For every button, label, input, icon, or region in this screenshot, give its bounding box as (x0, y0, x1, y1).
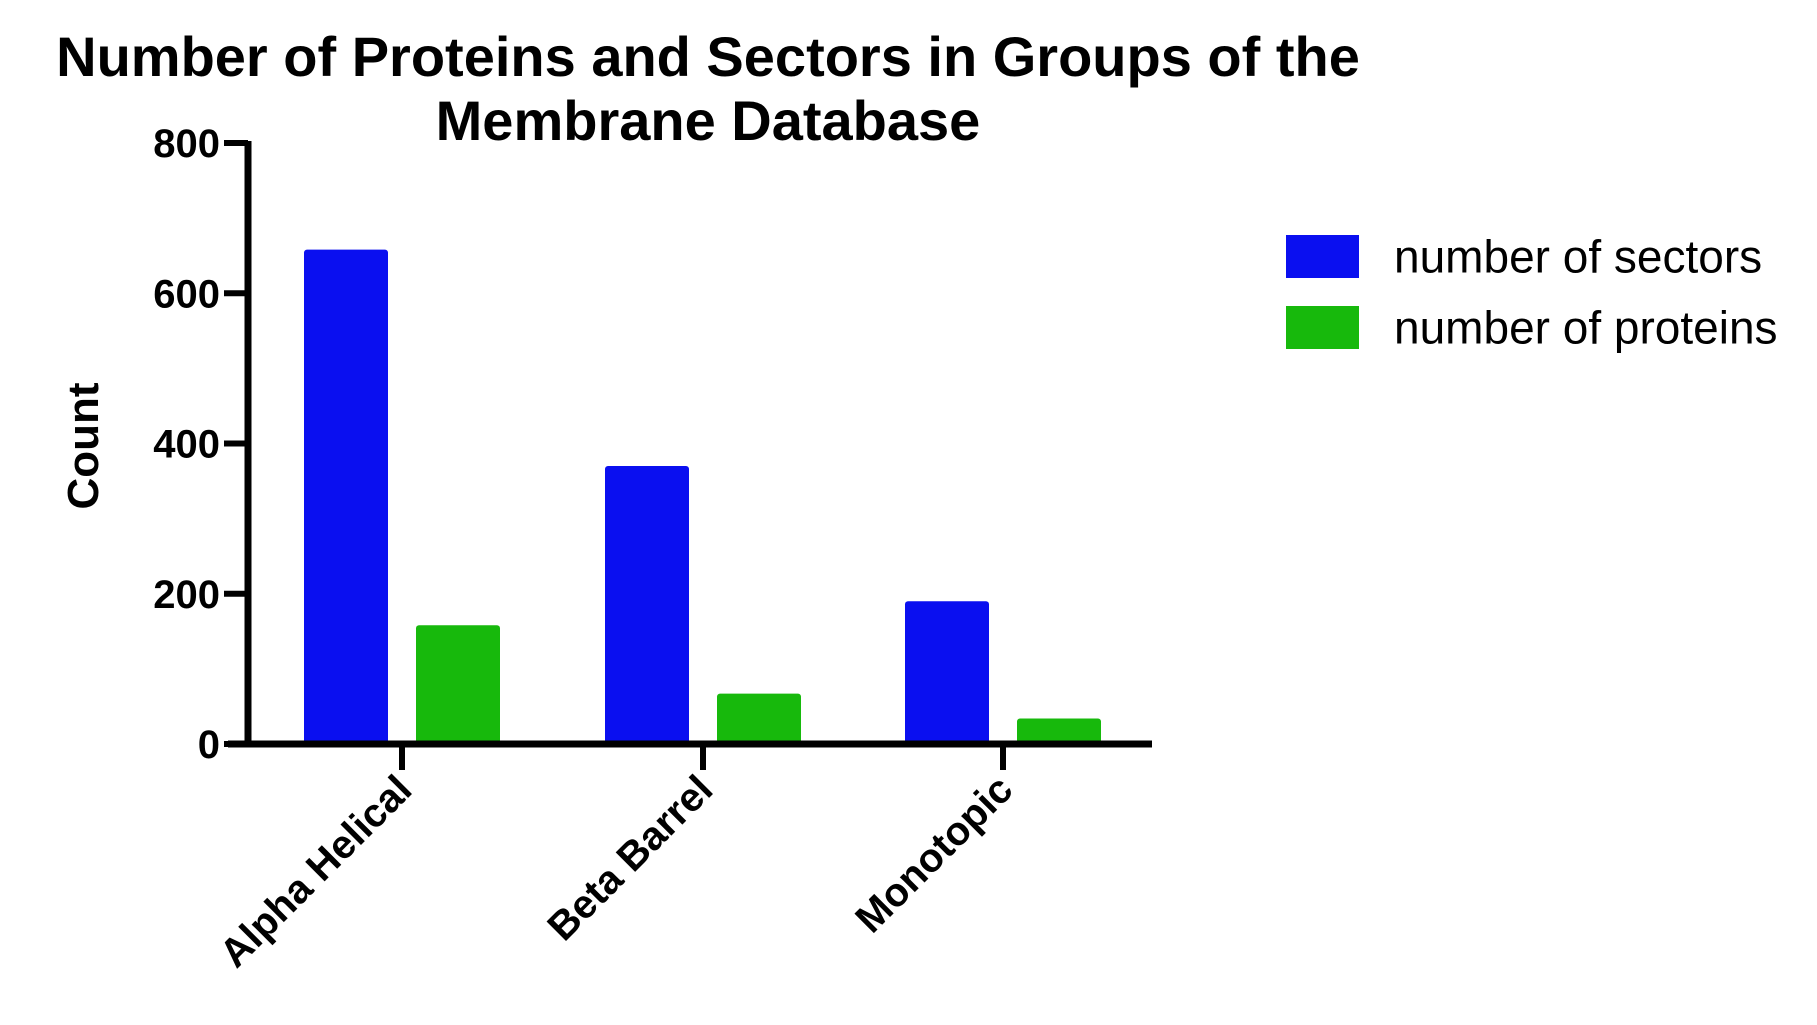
y-tick-label-0: 0 (198, 723, 220, 767)
legend-swatch-1 (1286, 306, 1359, 349)
x-tick-label-0: Alpha Helical (212, 767, 421, 976)
legend-label-0: number of sectors (1394, 231, 1762, 283)
bar-sectors-0 (304, 249, 388, 745)
bar-proteins-0 (416, 625, 500, 744)
y-tick-label-1: 200 (153, 573, 220, 617)
x-tick-label-1: Beta Barrel (539, 767, 721, 949)
bar-sectors-2 (905, 601, 989, 744)
bar-proteins-1 (717, 693, 801, 744)
y-tick-label-4: 800 (153, 122, 220, 166)
y-tick-label-2: 400 (153, 423, 220, 467)
legend-swatch-0 (1286, 235, 1359, 278)
y-axis-label: Count (59, 382, 108, 509)
legend-label-1: number of proteins (1394, 302, 1778, 354)
x-tick-label-2: Monotopic (847, 767, 1021, 941)
y-tick-label-3: 600 (153, 272, 220, 316)
chart-title-line-1: Number of Proteins and Sectors in Groups… (56, 25, 1360, 88)
legend: number of sectors number of proteins (1286, 231, 1778, 354)
chart-title-line-2: Membrane Database (436, 89, 981, 152)
bar-proteins-2 (1017, 718, 1101, 744)
bar-sectors-1 (605, 466, 689, 744)
plot-area: 0 200 400 600 800 Alpha Helical Beta Barrel Mon… (153, 122, 1152, 976)
